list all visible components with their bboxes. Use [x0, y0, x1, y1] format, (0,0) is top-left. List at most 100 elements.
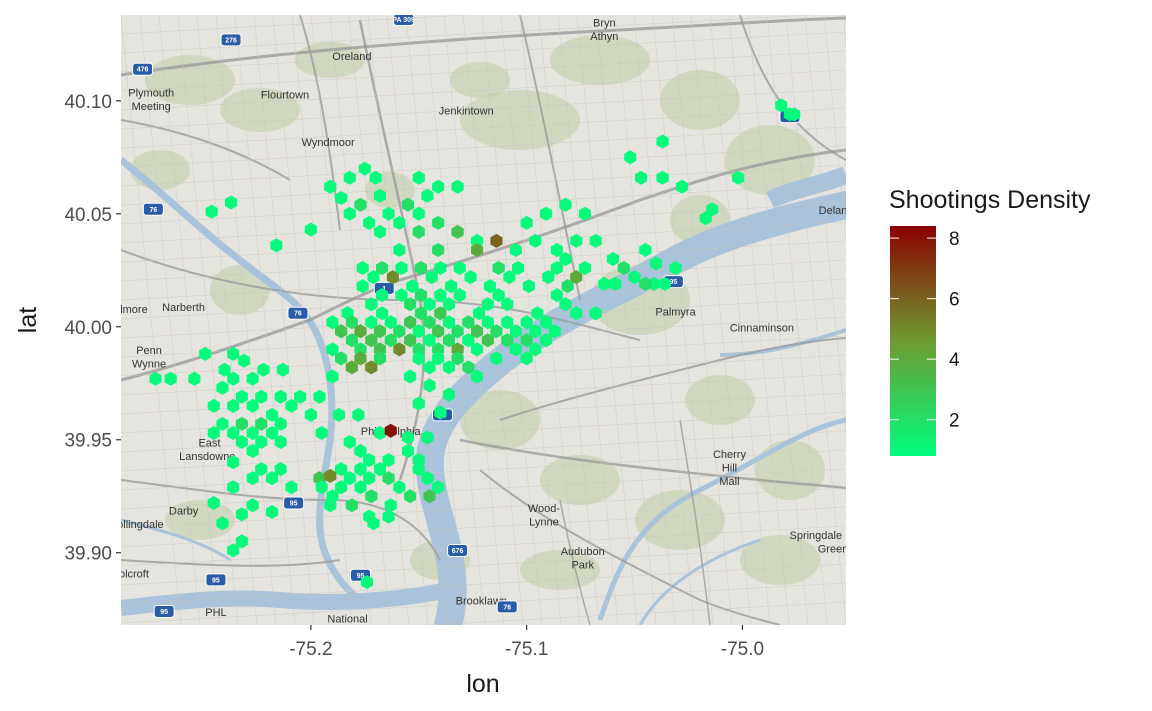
hexbin [386, 270, 399, 285]
hexbin [540, 206, 553, 221]
street [121, 31, 846, 73]
hexbin [501, 297, 514, 312]
hexbin [501, 333, 514, 348]
route-shield: 76 [142, 202, 164, 216]
shield-icon [287, 306, 309, 320]
hexbin [365, 297, 378, 312]
hexbin [432, 480, 445, 495]
hexbin [382, 471, 395, 486]
street [121, 278, 846, 320]
hexbin [227, 455, 240, 470]
street [121, 449, 846, 491]
shield-icon [142, 202, 164, 216]
hexbin [434, 306, 447, 321]
hexbin [257, 362, 270, 377]
hexbin [578, 261, 591, 275]
place-label: Brooklawn [456, 596, 507, 608]
place-label: Plymouth [128, 87, 174, 99]
hexbin [365, 333, 378, 348]
hexbin [343, 206, 356, 221]
hexbin [561, 279, 574, 294]
hexbin [216, 380, 229, 395]
hexbin [235, 416, 248, 431]
place-label: East [198, 438, 220, 450]
hexbin [471, 243, 484, 257]
hexbin [471, 324, 484, 339]
hexbin [246, 398, 259, 413]
hexbin [335, 191, 348, 205]
street [348, 15, 410, 625]
hexbin [207, 398, 220, 413]
hexbin [451, 224, 464, 239]
x-tick-label: -75.1 [505, 639, 548, 660]
hexbin [483, 279, 496, 294]
shield-icon [132, 62, 154, 76]
hexbin [559, 297, 572, 312]
place-label: Cherry [713, 449, 747, 461]
hexbin [412, 206, 425, 221]
hexbin [404, 489, 417, 504]
place-label: Athyn [590, 31, 618, 43]
y-tick-label: 40.05 [64, 205, 112, 226]
hexbin [462, 315, 475, 330]
hexbin [434, 261, 447, 275]
road [121, 119, 291, 181]
street [139, 15, 201, 625]
hexbin [384, 498, 397, 513]
park-area [725, 125, 815, 195]
shield-icon [153, 604, 175, 618]
hexbin [432, 243, 445, 257]
creek [121, 518, 231, 562]
hexbin [246, 498, 259, 513]
hexbin [384, 333, 397, 348]
hexbin [373, 462, 386, 477]
hexbin [675, 179, 689, 194]
place-label: Park [571, 560, 594, 572]
hexbin [373, 224, 386, 239]
hexbin [529, 324, 542, 339]
road [519, 15, 581, 301]
basemap [121, 15, 846, 625]
hexbin [274, 435, 287, 449]
hexbin [365, 315, 378, 330]
shield-label: 95 [290, 501, 298, 508]
street [253, 15, 315, 625]
hexbin [529, 233, 542, 248]
hexbin [246, 371, 259, 386]
hexbin [404, 297, 417, 312]
hexbin [235, 534, 248, 549]
street [690, 15, 752, 625]
hexbin [423, 360, 436, 375]
hexbin [376, 288, 389, 303]
hexbin [490, 324, 503, 339]
hexbin [509, 342, 522, 357]
hexbin [324, 498, 337, 513]
hexbin [235, 389, 248, 404]
hexbin [354, 351, 367, 366]
hexbin [395, 261, 408, 275]
route-shield: 95 [153, 604, 175, 618]
street [121, 164, 846, 206]
hexbin [509, 324, 522, 339]
street [121, 15, 182, 625]
hexbin [313, 389, 326, 404]
hexbin [363, 471, 376, 486]
hexbin [442, 360, 455, 375]
street [121, 50, 846, 92]
hexbin [462, 360, 475, 375]
hexbin [606, 252, 619, 266]
hexbin [503, 270, 516, 285]
street [804, 15, 846, 435]
y-tick-label: 39.90 [64, 544, 112, 565]
street [121, 15, 471, 35]
street [121, 430, 846, 472]
hexbin [393, 243, 406, 257]
road [399, 148, 846, 282]
street [538, 15, 600, 625]
route-shield: 76 [496, 600, 518, 614]
place-label: Penn [136, 345, 162, 357]
street [121, 145, 846, 187]
legend-colorbar [890, 226, 936, 456]
park-area [660, 70, 740, 130]
